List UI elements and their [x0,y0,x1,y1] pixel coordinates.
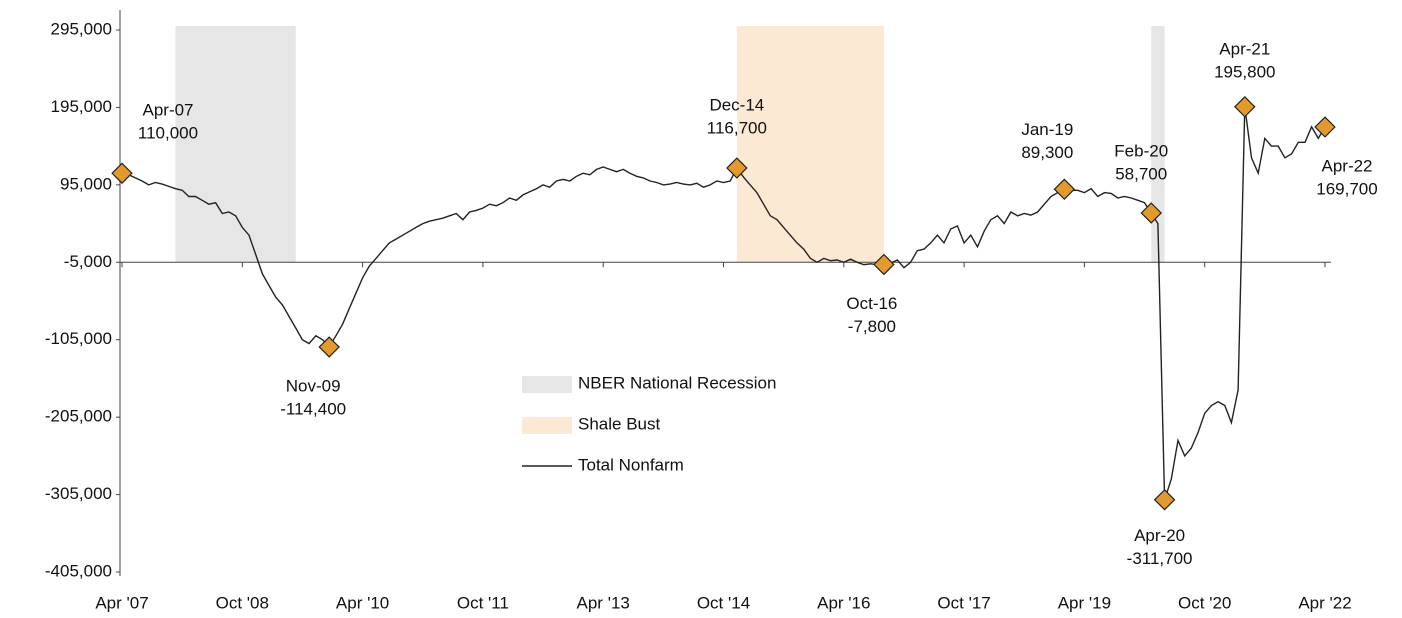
annotation-value: -7,800 [848,317,896,336]
legend-swatch [522,376,572,393]
x-tick-label: Apr '10 [336,593,389,612]
annotation-value: 58,700 [1115,164,1167,183]
legend-label: Shale Bust [578,414,660,433]
annotation-marker [1053,178,1076,201]
annotation-marker [1140,202,1162,224]
annotation-value: 110,000 [138,124,198,143]
x-tick-label: Oct '11 [457,593,509,612]
x-tick-label: Apr '07 [95,593,148,612]
x-tick-label: Oct '08 [216,593,269,612]
annotation-marker [318,336,340,358]
y-tick-label: 195,000 [51,97,112,116]
shaded-region [175,26,296,263]
x-tick-label: Apr '19 [1058,593,1111,612]
legend-label: NBER National Recession [578,373,776,392]
x-tick-label: Apr '22 [1298,593,1351,612]
series-line [121,106,1326,501]
annotation-marker [873,253,895,276]
annotation-label: Oct-16 [846,294,897,313]
y-tick-label: 295,000 [51,19,112,38]
legend-label: Total Nonfarm [578,455,684,474]
annotation-label: Dec-14 [709,96,764,115]
annotation-value: 116,700 [707,119,767,138]
y-tick-label: 95,000 [60,174,112,193]
legend-swatch [522,417,572,434]
shaded-region [736,26,884,263]
annotation-label: Feb-20 [1114,141,1168,160]
y-tick-label: -205,000 [45,407,112,426]
x-tick-label: Oct '20 [1178,593,1231,612]
annotation-label: Apr-22 [1321,157,1372,176]
annotation-label: Jan-19 [1021,120,1073,139]
annotation-value: 169,700 [1316,180,1377,199]
annotation-value: 195,800 [1214,62,1275,81]
annotation-marker [111,162,133,184]
y-tick-label: -405,000 [45,561,112,580]
annotation-value: -311,700 [1127,549,1193,568]
shaded-region [1151,26,1165,263]
annotation-label: Apr-07 [142,101,193,120]
y-tick-label: -5,000 [64,252,112,271]
y-tick-label: -305,000 [45,484,112,503]
annotation-marker [1234,96,1256,118]
x-tick-label: Oct '14 [697,593,750,612]
annotation-value: -114,400 [280,399,346,418]
annotation-marker [1153,489,1176,511]
annotation-label: Apr-21 [1219,39,1270,58]
annotation-label: Nov-09 [286,376,341,395]
annotation-marker [1314,116,1336,138]
annotation-value: 89,300 [1021,143,1073,162]
x-tick-label: Oct '17 [937,593,990,612]
annotation-marker [726,157,748,179]
x-tick-label: Apr '13 [577,593,630,612]
x-tick-label: Apr '16 [817,593,870,612]
annotation-label: Apr-20 [1134,526,1185,545]
y-tick-label: -105,000 [45,329,112,348]
